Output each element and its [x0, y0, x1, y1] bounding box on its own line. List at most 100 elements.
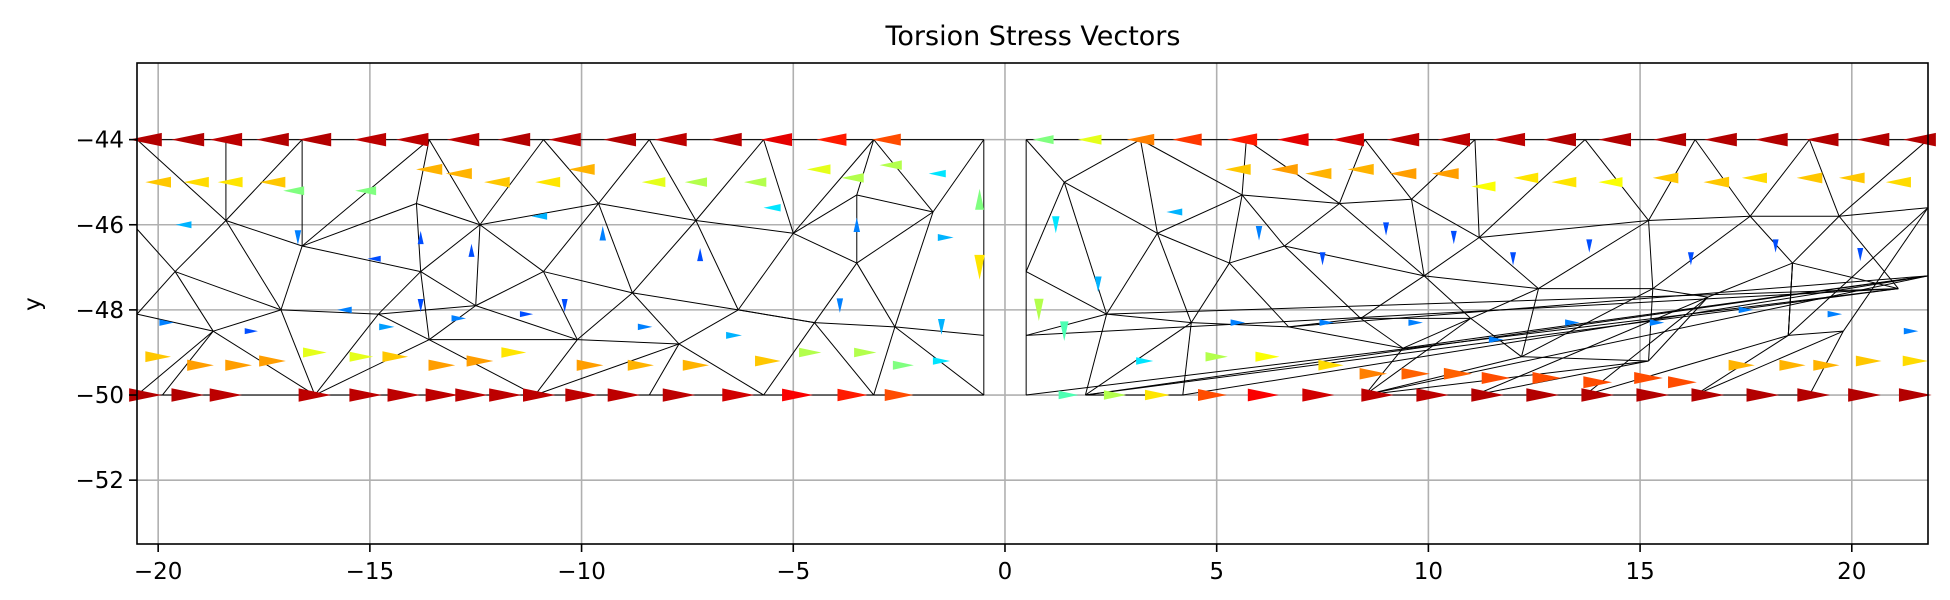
mesh-edge: [1229, 262, 1290, 328]
mesh-edge: [814, 322, 895, 328]
mesh-edge: [1064, 139, 1141, 183]
stress-vector: [1136, 357, 1154, 365]
stress-vector: [1389, 168, 1417, 180]
mesh-edge: [1191, 322, 1289, 328]
mesh-edge: [174, 271, 282, 311]
stress-vector: [1094, 276, 1102, 293]
stress-vector: [1551, 176, 1577, 188]
stress-vector: [417, 299, 424, 313]
stress-vector: [1902, 355, 1928, 367]
stress-vector: [1598, 132, 1632, 147]
stress-vector: [1103, 390, 1127, 400]
stress-vector: [1416, 388, 1449, 402]
stress-vector: [627, 359, 654, 371]
y-axis-label: y: [20, 297, 46, 311]
y-tick-label: −52: [75, 468, 124, 494]
mesh-edge: [1284, 245, 1425, 277]
mesh-edge: [428, 339, 536, 396]
mesh-edge: [648, 139, 697, 221]
stress-vector: [1144, 389, 1170, 401]
mesh-edge: [136, 330, 214, 396]
plot-frame: [136, 62, 1929, 545]
mesh-edge: [1838, 139, 1929, 217]
mesh-edge: [632, 292, 739, 311]
stress-vector: [1649, 319, 1665, 326]
mesh-edge: [1242, 194, 1340, 204]
mesh-edge: [225, 220, 282, 311]
stress-vector: [1225, 164, 1251, 175]
mesh-edge: [1106, 232, 1158, 315]
mesh-edge: [648, 343, 680, 396]
stress-vector: [1510, 252, 1517, 266]
stress-vector: [256, 132, 289, 147]
mesh-edge: [174, 220, 227, 272]
mesh-edge: [420, 271, 476, 307]
mesh-edge: [1241, 194, 1285, 247]
mesh-edge: [873, 139, 934, 213]
mesh-edge: [1478, 237, 1539, 289]
mesh-edge: [225, 139, 303, 221]
stress-vector: [416, 163, 443, 175]
stress-vector: [1687, 252, 1694, 266]
mesh-edge: [1842, 207, 1929, 332]
mesh-edge: [534, 339, 578, 396]
stress-vector: [387, 388, 420, 402]
stress-vector: [565, 388, 598, 402]
mesh-edge: [1707, 262, 1793, 298]
mesh-edge: [632, 220, 697, 294]
stress-vector: [523, 388, 556, 402]
stress-vector: [379, 323, 395, 331]
mesh-edge: [1156, 233, 1192, 323]
stress-vector: [353, 132, 387, 147]
stress-vector: [395, 132, 429, 147]
mesh-edge: [280, 309, 316, 396]
mesh-edge: [1787, 263, 1794, 336]
stress-vector: [1437, 132, 1471, 147]
mesh-edge: [136, 271, 176, 315]
mesh-edge: [1584, 296, 1709, 396]
mesh-edge: [420, 224, 481, 272]
stress-vector: [1401, 367, 1430, 380]
stress-vector: [1443, 367, 1473, 380]
stress-vector: [1386, 132, 1420, 147]
mesh-edge: [1470, 288, 1539, 319]
stress-vector: [1198, 389, 1227, 402]
mesh-edge: [1157, 232, 1230, 264]
mesh-edge: [695, 219, 794, 234]
mesh-edge: [1792, 262, 1899, 290]
stress-vector: [763, 203, 781, 212]
mesh-edge: [1839, 207, 1929, 217]
x-tick-label: 5: [1209, 559, 1224, 585]
stress-vector: [1903, 327, 1919, 335]
stress-vector: [1277, 133, 1309, 147]
stress-vector: [298, 132, 332, 147]
mesh-edge: [280, 309, 379, 315]
stress-vector: [1634, 371, 1663, 384]
stress-vector: [145, 351, 172, 363]
mesh-edge: [301, 203, 417, 247]
stress-vector: [1691, 388, 1725, 402]
mesh-edge: [479, 202, 599, 226]
mesh-edge: [763, 322, 815, 396]
y-tick-label: −48: [75, 298, 124, 324]
stress-vector: [171, 132, 205, 147]
stress-vector: [806, 164, 831, 175]
grid-layer: [137, 63, 1928, 544]
stress-vector: [349, 351, 374, 362]
mesh-edge: [1521, 288, 1539, 357]
stress-vector: [744, 177, 767, 187]
mesh-edge: [543, 203, 599, 272]
mesh-edge: [695, 220, 739, 311]
stress-vector: [576, 359, 604, 371]
stress-vector: [1255, 351, 1280, 362]
y-tick-label: −46: [75, 213, 124, 239]
mesh-edge: [1478, 139, 1586, 238]
mesh-edge: [1360, 275, 1425, 319]
mesh-edge: [1584, 334, 1789, 396]
mesh-edge: [1402, 317, 1471, 349]
mesh-edge: [1479, 219, 1649, 239]
mesh-edge: [280, 245, 303, 311]
stress-vector: [1746, 388, 1780, 402]
mesh-edge: [1182, 322, 1192, 396]
